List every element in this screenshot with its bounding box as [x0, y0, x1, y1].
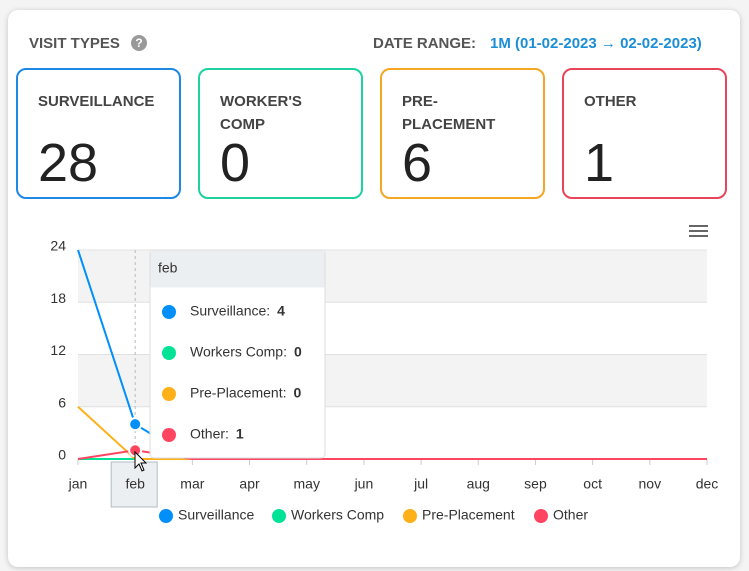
- legend-label: Other: [553, 507, 588, 523]
- legend-marker: [159, 509, 173, 523]
- tooltip-value: 0: [293, 385, 301, 401]
- legend-marker: [403, 509, 417, 523]
- card-value: 6: [402, 133, 433, 193]
- card-label: SURVEILLANCE: [38, 93, 155, 110]
- card-label: PRE-PLACEMENT: [402, 93, 496, 133]
- y-tick-label: 6: [58, 394, 66, 410]
- x-tick-label: feb: [125, 476, 145, 492]
- cursor: [134, 450, 148, 472]
- x-tick-label: dec: [696, 476, 719, 492]
- widget-title: VISIT TYPES: [29, 35, 120, 52]
- menu-icon[interactable]: [689, 225, 708, 237]
- y-tick-label: 18: [50, 290, 66, 306]
- stat-card[interactable]: WORKER'S COMP 0: [198, 68, 363, 199]
- tooltip-value: 4: [277, 303, 285, 319]
- x-tick-label: sep: [524, 476, 547, 492]
- tooltip-value: 1: [236, 426, 244, 442]
- card-label: OTHER: [584, 93, 637, 110]
- tooltip-label: Pre-Placement:: [190, 385, 286, 401]
- card-label: WORKER'S COMP: [220, 93, 302, 133]
- tooltip-label: Workers Comp:: [190, 344, 287, 360]
- tooltip-marker: [162, 346, 176, 360]
- x-tick-label: jul: [413, 476, 428, 492]
- x-tick-label: jun: [354, 476, 374, 492]
- x-tick-label: may: [294, 476, 320, 492]
- date-range-value[interactable]: 1M (01-02-2023 → 02-02-2023): [490, 35, 702, 52]
- legend-label: Pre-Placement: [422, 507, 515, 523]
- card-value: 28: [38, 133, 99, 193]
- y-tick-label: 12: [50, 342, 66, 358]
- x-tick-label: nov: [639, 476, 662, 492]
- x-tick-label: jan: [68, 476, 88, 492]
- tooltip-label: Surveillance:: [190, 303, 270, 319]
- tooltip-marker: [162, 387, 176, 401]
- x-highlight: [110, 461, 158, 508]
- y-tick-label: 24: [50, 238, 66, 254]
- tooltip-label: Other:: [190, 426, 229, 442]
- stat-card[interactable]: SURVEILLANCE 28: [16, 68, 181, 199]
- tooltip-box: [149, 249, 326, 459]
- legend-label: Surveillance: [178, 507, 254, 523]
- stat-card[interactable]: OTHER 1: [562, 68, 727, 199]
- help-icon[interactable]: ?: [131, 35, 147, 51]
- tooltip-marker: [162, 305, 176, 319]
- tooltip-header: [150, 250, 325, 288]
- legend-label: Workers Comp: [291, 507, 384, 523]
- tooltip-value: 0: [294, 344, 302, 360]
- legend-marker: [534, 509, 548, 523]
- tooltip-marker: [162, 428, 176, 442]
- x-tick-label: apr: [239, 476, 260, 492]
- tooltip: feb Surveillance: 4 Workers Comp: 0 Pre-Place…: [149, 249, 326, 459]
- x-tick-label: mar: [180, 476, 204, 492]
- hover-marker: [128, 417, 143, 432]
- stat-card[interactable]: PRE-PLACEMENT 6: [380, 68, 545, 199]
- legend-marker: [272, 509, 286, 523]
- x-tick-label: oct: [583, 476, 602, 492]
- date-range-label: DATE RANGE:: [373, 35, 477, 52]
- tooltip-title: feb: [158, 260, 178, 276]
- card-value: 0: [220, 133, 251, 193]
- card-value: 1: [584, 133, 615, 193]
- x-tick-label: aug: [467, 476, 490, 492]
- y-tick-label: 0: [58, 447, 66, 463]
